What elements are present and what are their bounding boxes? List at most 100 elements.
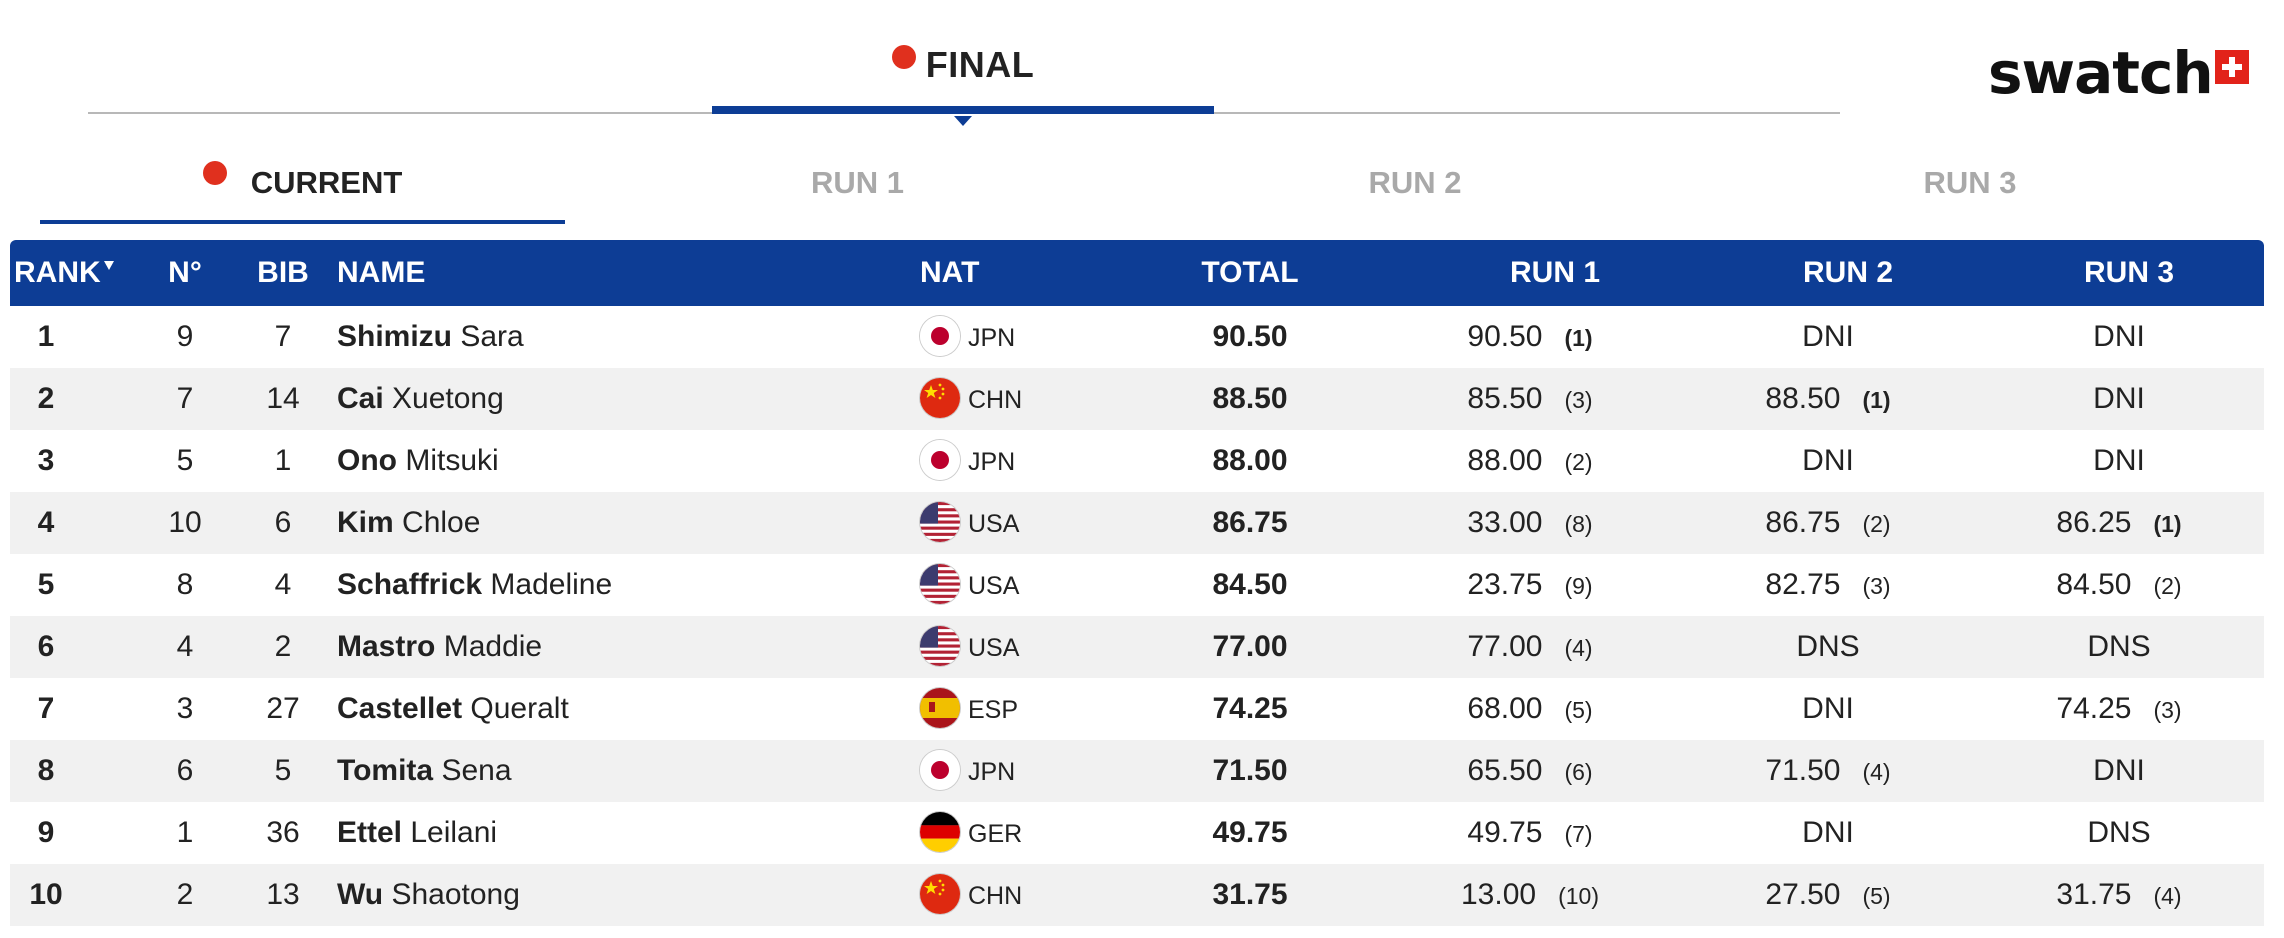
final-label: FINAL: [925, 44, 1035, 85]
athlete-name[interactable]: Cai Xuetong: [337, 368, 504, 430]
run1-score: 90.50: [1467, 320, 1543, 353]
number-cell: 5: [176, 444, 194, 477]
run1-score: 65.50: [1467, 754, 1543, 787]
run2-cell: DNI: [1683, 802, 1973, 864]
tab-run-2[interactable]: RUN 2: [1135, 150, 1695, 224]
usa-flag-icon: [920, 626, 960, 667]
run1-cell: 33.00 (8): [1390, 492, 1670, 554]
athlete-first-name: Chloe: [402, 506, 481, 539]
run1-score: 68.00: [1467, 692, 1543, 725]
col-bib[interactable]: BIB: [238, 240, 328, 306]
athlete-name[interactable]: Castellet Queralt: [337, 678, 569, 740]
run3-score: 31.75: [2056, 878, 2132, 911]
nat-code: USA: [968, 634, 1020, 663]
bib-cell: 2: [274, 630, 292, 663]
table-row[interactable]: 7 3 27 Castellet Queralt ESP 74.25 68.00 (5) DNI…: [10, 678, 2264, 740]
nat-cell: ESP: [920, 678, 1018, 740]
run3-score: DNS: [2087, 816, 2151, 849]
athlete-name[interactable]: Mastro Maddie: [337, 616, 542, 678]
tab-run-1-label: RUN 1: [810, 165, 904, 200]
rank-cell: 10: [29, 878, 63, 911]
rank-cell: 4: [37, 506, 55, 539]
run2-position: (5): [1862, 883, 1891, 909]
tab-run-1[interactable]: RUN 1: [580, 150, 1135, 224]
number-cell: 10: [168, 506, 202, 539]
col-no[interactable]: N°: [140, 240, 230, 306]
total-cell: 71.50: [1212, 754, 1288, 787]
col-nat[interactable]: NAT: [920, 240, 979, 306]
col-run2[interactable]: RUN 2: [1713, 240, 1983, 306]
col-name-label: NAME: [337, 256, 426, 289]
table-row[interactable]: 8 6 5 Tomita Sena JPN 71.50 65.50 (6) 71.50 (4) DN…: [10, 740, 2264, 802]
number-cell: 7: [176, 382, 194, 415]
run1-position: (6): [1564, 759, 1593, 785]
usa-flag-icon: [920, 564, 960, 605]
run1-score: 49.75: [1467, 816, 1543, 849]
table-row[interactable]: 4 10 6 Kim Chloe USA 86.75 33.00 (8) 86.75 (2) 86.…: [10, 492, 2264, 554]
nat-code: JPN: [968, 324, 1016, 353]
col-run2-label: RUN 2: [1802, 256, 1893, 289]
run2-score: DNI: [1802, 816, 1854, 849]
run2-score: DNS: [1796, 630, 1860, 663]
table-row[interactable]: 6 4 2 Mastro Maddie USA 77.00 77.00 (4) DNS DNS: [10, 616, 2264, 678]
tab-run-3[interactable]: RUN 3: [1695, 150, 2245, 224]
bib-cell: 1: [274, 444, 292, 477]
tab-current-label: CURRENT: [250, 165, 403, 200]
nat-cell: CHN: [920, 368, 1022, 430]
athlete-last-name: Castellet: [337, 692, 463, 725]
athlete-name[interactable]: Schaffrick Madeline: [337, 554, 612, 616]
total-cell: 74.25: [1212, 692, 1288, 725]
total-cell: 49.75: [1212, 816, 1288, 849]
total-cell: 31.75: [1212, 878, 1288, 911]
athlete-name[interactable]: Shimizu Sara: [337, 306, 524, 368]
china-flag-icon: [920, 874, 960, 915]
nat-code: CHN: [968, 386, 1023, 415]
run1-cell: 90.50 (1): [1390, 306, 1670, 368]
col-name[interactable]: NAME: [337, 240, 425, 306]
run3-score: DNS: [2087, 630, 2151, 663]
athlete-last-name: Kim: [337, 506, 394, 539]
col-no-label: N°: [168, 256, 202, 289]
table-row[interactable]: 1 9 7 Shimizu Sara JPN 90.50 90.50 (1) DNI DNI: [10, 306, 2264, 368]
rank-cell: 9: [37, 816, 55, 849]
nat-cell: USA: [920, 616, 1019, 678]
table-row[interactable]: 9 1 36 Ettel Leilani GER 49.75 49.75 (7) DNI DNS: [10, 802, 2264, 864]
caret-down-icon: [954, 116, 972, 126]
japan-flag-icon: [920, 440, 960, 481]
bib-cell: 5: [274, 754, 292, 787]
table-row[interactable]: 3 5 1 Ono Mitsuki JPN 88.00 88.00 (2) DNI DNI: [10, 430, 2264, 492]
run3-score: DNI: [2093, 320, 2145, 353]
total-cell: 84.50: [1212, 568, 1288, 601]
tab-current[interactable]: CURRENT: [40, 150, 565, 224]
rank-cell: 2: [37, 382, 55, 415]
athlete-name[interactable]: Wu Shaotong: [337, 864, 520, 926]
results-table: RANK N° BIB NAME NAT TOTAL RUN 1 RUN 2 R…: [10, 240, 2264, 926]
tab-final[interactable]: FINAL: [712, 0, 1214, 126]
nat-cell: GER: [920, 802, 1022, 864]
run2-cell: 71.50 (4): [1683, 740, 1973, 802]
table-row[interactable]: 5 8 4 Schaffrick Madeline USA 84.50 23.75 (9) 82…: [10, 554, 2264, 616]
athlete-name[interactable]: Ettel Leilani: [337, 802, 497, 864]
run1-score: 23.75: [1467, 568, 1543, 601]
run2-cell: 86.75 (2): [1683, 492, 1973, 554]
athlete-name[interactable]: Tomita Sena: [337, 740, 512, 802]
col-total[interactable]: TOTAL: [1140, 240, 1360, 306]
col-run3[interactable]: RUN 3: [2014, 240, 2244, 306]
col-rank[interactable]: RANK: [14, 240, 114, 306]
run3-score: 74.25: [2056, 692, 2132, 725]
total-cell: 90.50: [1212, 320, 1288, 353]
phase-bar: FINAL: [88, 0, 1840, 130]
table-body: 1 9 7 Shimizu Sara JPN 90.50 90.50 (1) DNI DNI 2 7 1…: [10, 306, 2264, 926]
athlete-name[interactable]: Ono Mitsuki: [337, 430, 499, 492]
run3-cell: DNI: [1974, 740, 2264, 802]
athlete-name[interactable]: Kim Chloe: [337, 492, 480, 554]
usa-flag-icon: [920, 502, 960, 543]
table-row[interactable]: 10 2 13 Wu Shaotong CHN 31.75 13.00 (10) 27.50 (5…: [10, 864, 2264, 926]
rank-cell: 3: [37, 444, 55, 477]
germany-flag-icon: [920, 812, 960, 853]
table-row[interactable]: 2 7 14 Cai Xuetong CHN 88.50 85.50 (3) 88.50 (1) D…: [10, 368, 2264, 430]
run3-score: 84.50: [2056, 568, 2132, 601]
athlete-first-name: Xuetong: [392, 382, 504, 415]
col-run1[interactable]: RUN 1: [1430, 240, 1680, 306]
nat-cell: JPN: [920, 306, 1015, 368]
